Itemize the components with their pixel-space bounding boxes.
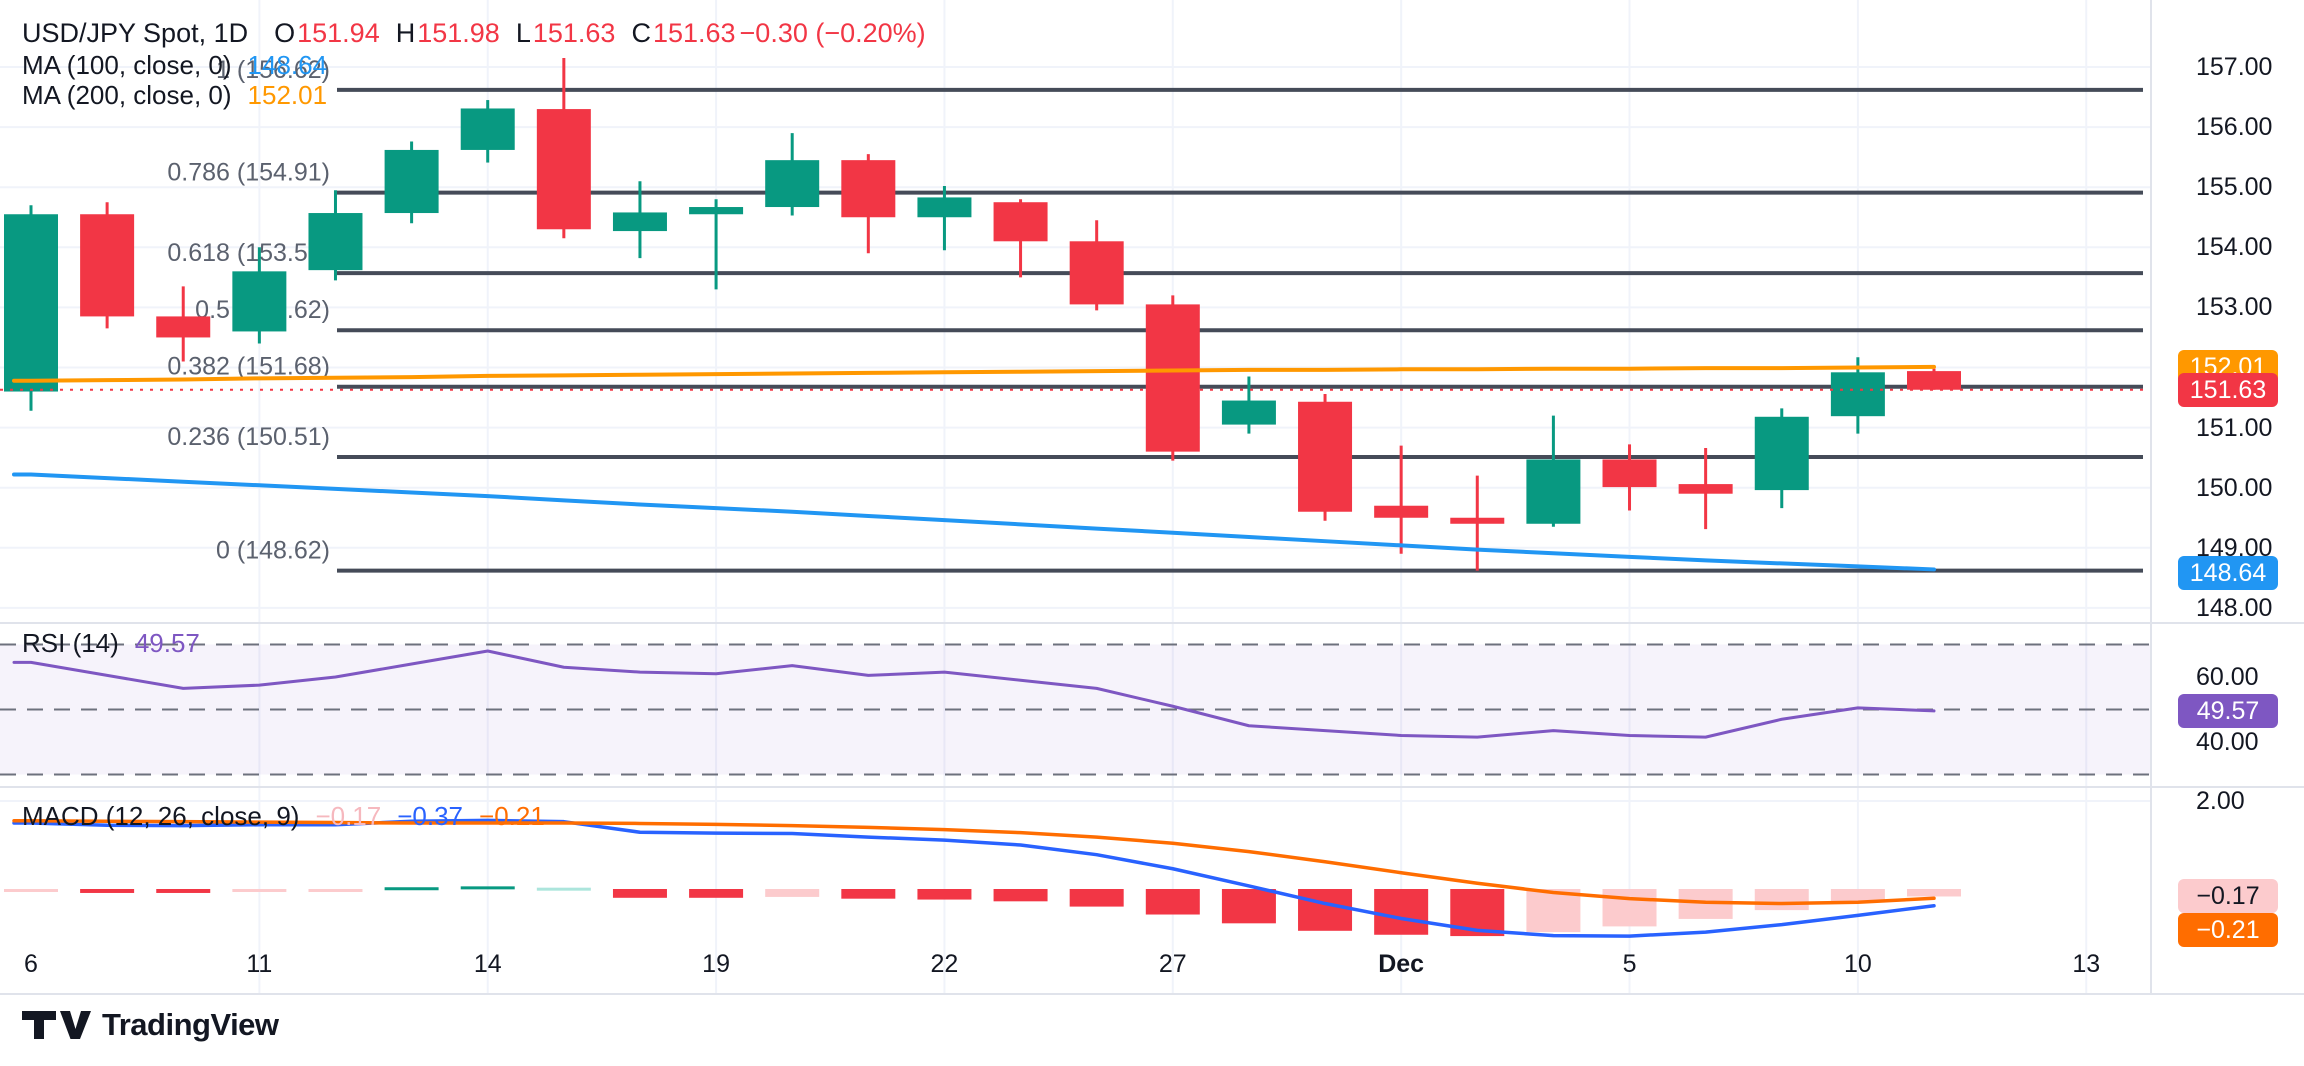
rsi-legend[interactable]: RSI (14) 49.57 bbox=[22, 628, 200, 659]
macd-hist-value: −0.17 bbox=[315, 801, 382, 831]
close-value: 151.63 bbox=[652, 18, 736, 48]
time-tick-label: 11 bbox=[246, 950, 273, 978]
ma200-value: 152.01 bbox=[247, 80, 328, 110]
ma100-legend[interactable]: MA (100, close, 0) 148.64 bbox=[22, 50, 327, 81]
svg-text:1 (156.62): 1 (156.62) bbox=[216, 56, 330, 84]
ma100-label: MA (100, close, 0) bbox=[22, 50, 232, 80]
time-tick-label: Dec bbox=[1378, 950, 1425, 978]
low-value: 151.63 bbox=[532, 18, 616, 48]
ma200-label: MA (200, close, 0) bbox=[22, 80, 232, 110]
macd-label: MACD (12, 26, close, 9) bbox=[22, 801, 300, 831]
svg-text:0 (148.62): 0 (148.62) bbox=[216, 537, 330, 565]
candles-layer bbox=[4, 57, 1961, 571]
price-axis[interactable]: 157.00 156.00 155.00 154.00 153.00 151.00 150.… bbox=[2150, 0, 2304, 993]
time-tick-label: 27 bbox=[1158, 950, 1187, 978]
axis-price-badge: −0.21 bbox=[2178, 913, 2278, 948]
rsi-tick-label: 60.00 bbox=[2196, 663, 2259, 691]
svg-text:0.236 (150.51): 0.236 (150.51) bbox=[167, 423, 330, 451]
price-tick-label: 151.00 bbox=[2196, 413, 2273, 442]
fib-lines bbox=[337, 87, 2143, 573]
rsi-band bbox=[0, 643, 2150, 776]
time-tick-label: 14 bbox=[473, 950, 502, 978]
time-tick-label: 5 bbox=[1622, 950, 1637, 978]
macd-legend[interactable]: MACD (12, 26, close, 9) −0.17 −0.37 −0.2… bbox=[22, 801, 545, 832]
svg-text:0.786 (154.91): 0.786 (154.91) bbox=[167, 159, 330, 187]
axis-price-badge: −0.17 bbox=[2178, 879, 2278, 914]
open-label: O bbox=[274, 18, 296, 48]
rsi-tick-label: 40.00 bbox=[2196, 728, 2259, 756]
pane-separator[interactable] bbox=[0, 622, 2304, 624]
fib-labels: 1 (156.62) 0.786 (154.91) 0.618 (153.57) 0.… bbox=[167, 56, 330, 565]
time-tick-label: 22 bbox=[930, 950, 959, 978]
price-tick-label: 150.00 bbox=[2196, 473, 2273, 502]
chart-canvas[interactable]: 1 (156.62) 0.786 (154.91) 0.618 (153.57) 0.… bbox=[0, 0, 2304, 993]
symbol-legend[interactable]: USD/JPY Spot, 1D O 151.94 H 151.98 L 151… bbox=[22, 18, 926, 49]
macd-signal-value: −0.21 bbox=[479, 801, 545, 831]
svg-text:0.618 (153.57): 0.618 (153.57) bbox=[167, 239, 330, 267]
macd-lines bbox=[12, 818, 1936, 938]
low-label: L bbox=[515, 18, 531, 48]
ma200-legend[interactable]: MA (200, close, 0) 152.01 bbox=[22, 80, 327, 111]
macd-line-value: −0.37 bbox=[397, 801, 464, 831]
rsi-value: 49.57 bbox=[134, 628, 200, 658]
tradingview-logo[interactable]: TradingView bbox=[20, 1007, 279, 1043]
rsi-label: RSI (14) bbox=[22, 628, 119, 658]
macd-histogram bbox=[4, 886, 1961, 937]
macd-tick-label: 2.00 bbox=[2196, 787, 2245, 815]
change-value: −0.30 (−0.20%) bbox=[739, 18, 926, 48]
price-tick-label: 157.00 bbox=[2196, 53, 2273, 81]
axis-price-badge: 49.57 bbox=[2178, 693, 2278, 728]
ma-lines bbox=[12, 364, 1936, 572]
rsi-line bbox=[12, 649, 1936, 739]
time-tick-label: 19 bbox=[702, 950, 730, 978]
price-tick-label: 155.00 bbox=[2196, 173, 2273, 202]
high-value: 151.98 bbox=[417, 18, 500, 48]
time-tick-label: 6 bbox=[24, 950, 38, 978]
time-tick-label: 13 bbox=[2072, 950, 2101, 978]
tradingview-logo-icon bbox=[22, 1011, 91, 1039]
pane-separator[interactable] bbox=[0, 786, 2304, 788]
axis-price-badge: 148.64 bbox=[2178, 556, 2278, 591]
high-label: H bbox=[395, 18, 416, 48]
footer: TradingView bbox=[0, 995, 2304, 1066]
symbol-title: USD/JPY Spot, 1D bbox=[22, 18, 249, 48]
price-tick-label: 153.00 bbox=[2196, 293, 2273, 322]
time-tick-label: 10 bbox=[1843, 950, 1872, 978]
price-tick-label: 148.00 bbox=[2196, 593, 2273, 622]
price-tick-label: 156.00 bbox=[2196, 113, 2273, 142]
time-axis[interactable]: 6 11 14 19 22 27 Dec 5 10 13 bbox=[0, 944, 2150, 992]
close-label: C bbox=[631, 18, 651, 48]
tradingview-logo-text: TradingView bbox=[102, 1007, 279, 1042]
axis-price-badge: 151.63 bbox=[2178, 372, 2278, 407]
pane-separator bbox=[0, 993, 2304, 995]
price-tick-label: 154.00 bbox=[2196, 233, 2273, 262]
open-value: 151.94 bbox=[297, 18, 380, 48]
ma100-value: 148.64 bbox=[247, 50, 328, 80]
